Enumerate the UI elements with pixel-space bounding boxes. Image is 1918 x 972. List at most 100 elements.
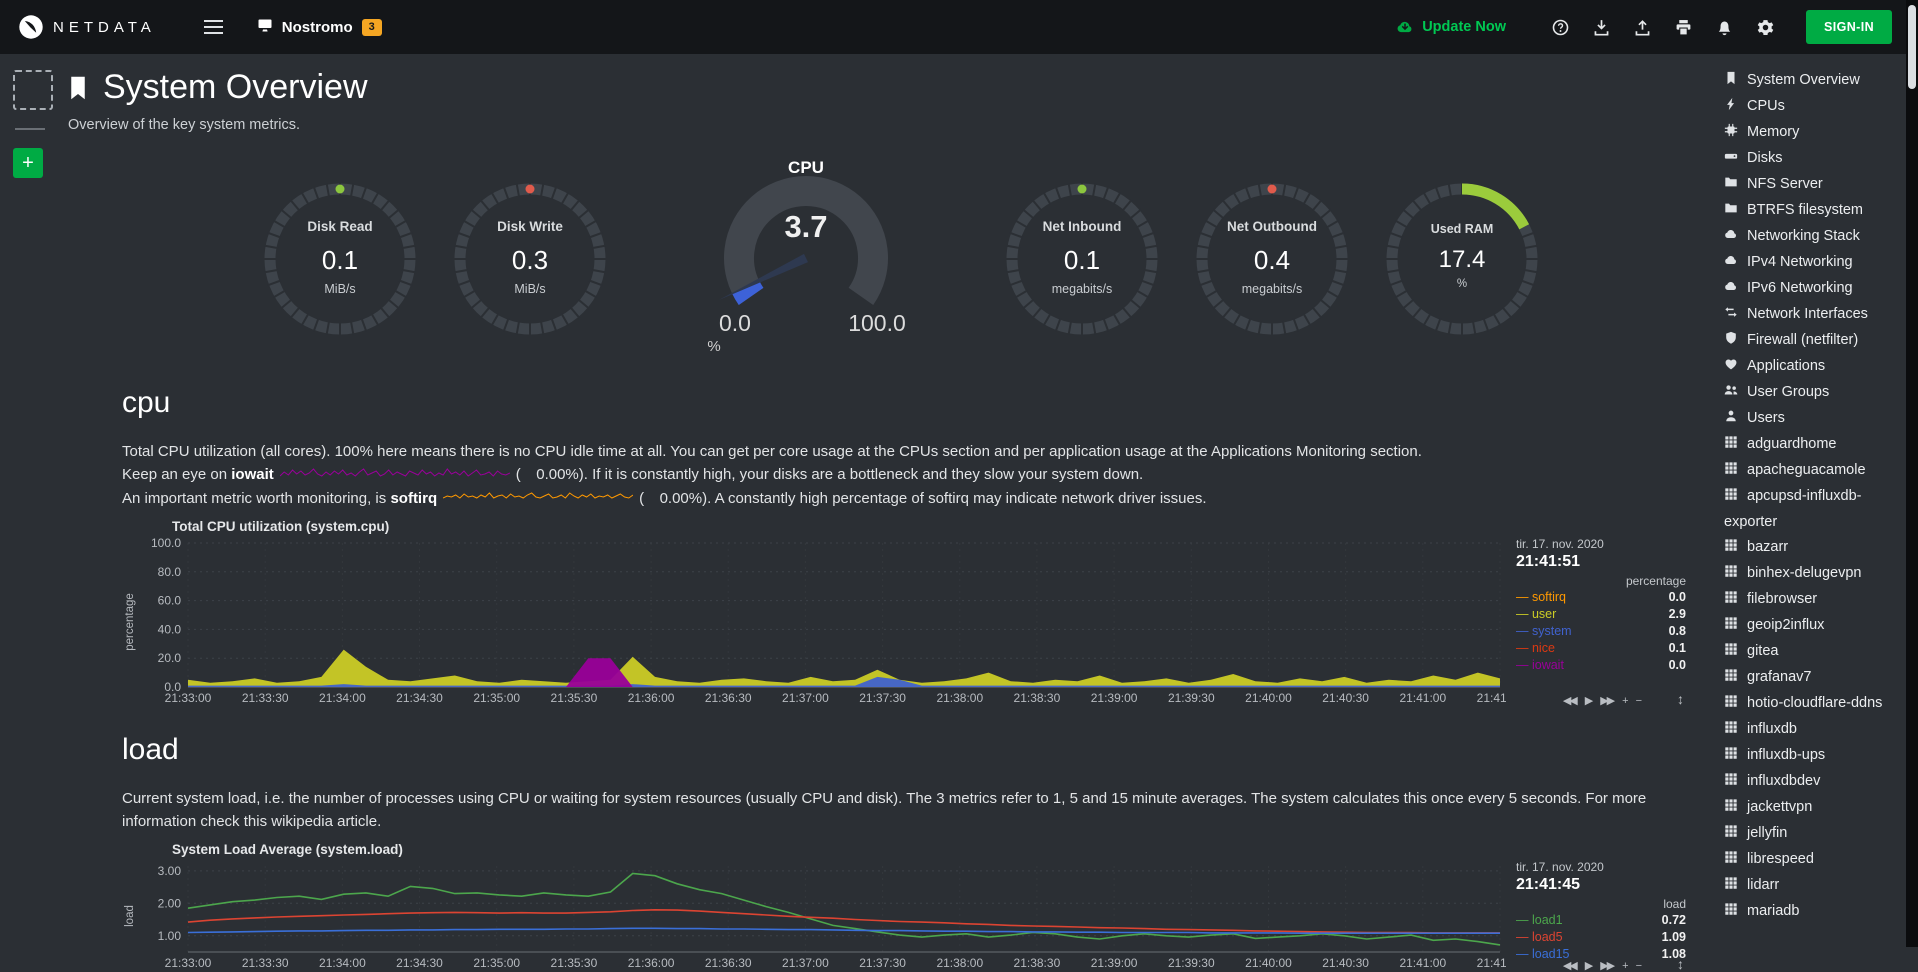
brand-text: NETDATA [53,18,156,36]
zoom-out-button[interactable]: − [1635,694,1643,707]
sidebar-item-mariadb[interactable]: mariadb [1724,899,1914,925]
upload-icon[interactable] [1634,19,1651,36]
legend-entry-system[interactable]: — system 0.8 [1516,624,1686,639]
sidebar-item-network-interfaces[interactable]: Network Interfaces [1724,302,1914,328]
sidebar-item-memory[interactable]: Memory [1724,120,1914,146]
sidebar-item-disks[interactable]: Disks [1724,146,1914,172]
chart-resize-handle[interactable]: ↕ [1677,691,1684,708]
sidebar-item-label: Network Interfaces [1747,306,1868,322]
sidebar-item-binhex-delugevpn[interactable]: binhex-delugevpn [1724,561,1914,587]
sidebar-item-filebrowser[interactable]: filebrowser [1724,587,1914,613]
legend-entry-load5[interactable]: — load5 1.09 [1516,930,1686,945]
sidebar-item-label: Firewall (netfilter) [1747,332,1859,348]
gauge-net-outbound[interactable]: Net Outbound 0.4 megabits/s [1184,175,1360,348]
add-button[interactable]: + [13,148,43,178]
highlight-select-tool[interactable] [13,70,53,110]
chart-resize-handle[interactable]: ↕ [1677,956,1684,972]
sidebar-item-jackettvpn[interactable]: jackettvpn [1724,795,1914,821]
sidebar-item-users[interactable]: Users [1724,406,1914,432]
sidebar-item-adguardhome[interactable]: adguardhome [1724,432,1914,458]
update-cloud-icon [1396,18,1414,36]
settings-icon[interactable] [1757,19,1774,36]
sidebar-item-apacheguacamole[interactable]: apacheguacamole [1724,458,1914,484]
bookmark-icon [1724,69,1739,94]
softirq-sparkline [442,487,634,510]
netdata-logo-icon[interactable] [18,14,44,40]
host-selector[interactable]: Nostromo 3 [257,17,382,37]
page-scrollbar[interactable] [1906,0,1918,947]
gauge-used-ram[interactable]: Used RAM 17.4% [1374,175,1550,348]
sidebar-item-nfs-server[interactable]: NFS Server [1724,172,1914,198]
sidebar-item-influxdb[interactable]: influxdb [1724,717,1914,743]
sidebar-item-gitea[interactable]: gitea [1724,639,1914,665]
pan-backward-button[interactable]: ◀◀ [1562,695,1578,708]
sidebar-item-applications[interactable]: Applications [1724,354,1914,380]
zoom-in-button[interactable]: + [1622,959,1629,972]
legend-units: load [1663,897,1686,912]
sidebar-item-hotio-cloudflare-ddns[interactable]: hotio-cloudflare-ddns [1724,691,1914,717]
svg-text:40.0: 40.0 [158,622,182,636]
grid-icon [1724,614,1739,639]
legend-entry-user[interactable]: — user 2.9 [1516,607,1686,622]
cpu-plot-area[interactable]: 21:33:00 21:33:30 21:34:00 21:34:30 21:35:00… [138,537,1506,707]
notifications-icon[interactable] [1716,19,1733,36]
play-button[interactable]: ▶ [1584,960,1594,972]
legend-entry-load1[interactable]: — load1 0.72 [1516,913,1686,928]
load-plot-area[interactable]: 21:33:00 21:33:30 21:34:00 21:34:30 21:35:00… [138,860,1506,972]
gauge-net-inbound[interactable]: Net Inbound 0.1 megabits/s [994,175,1170,348]
sidebar-item-bazarr[interactable]: bazarr [1724,535,1914,561]
sidebar-item-librespeed[interactable]: librespeed [1724,847,1914,873]
sidebar-item-label: NFS Server [1747,176,1823,192]
sidebar-item-networking-stack[interactable]: Networking Stack [1724,224,1914,250]
svg-text:21:33:30: 21:33:30 [242,691,289,705]
gauge-disk-read[interactable]: Disk Read 0.1 MiB/s [252,175,428,348]
svg-text:21:35:30: 21:35:30 [551,956,598,970]
iowait-value: 0.00% [536,466,579,483]
cpu-chart[interactable]: Total CPU utilization (system.cpu) perce… [122,518,1686,707]
chart-toolbox: ◀◀ ▶ ▶▶ + − [1562,959,1643,972]
svg-text:%: % [707,338,720,355]
sidebar-item-label: Users [1747,410,1785,426]
pan-forward-button[interactable]: ▶▶ [1600,960,1615,972]
sidebar-item-firewall-netfilter-[interactable]: Firewall (netfilter) [1724,328,1914,354]
sidebar-item-apcupsd-influxdb-exporter[interactable]: apcupsd-influxdb-exporter [1724,484,1914,535]
load-chart[interactable]: System Load Average (system.load) load 2… [122,841,1686,972]
print-icon[interactable] [1675,19,1692,36]
legend-entry-nice[interactable]: — nice 0.1 [1516,641,1686,656]
sidebar-item-influxdbdev[interactable]: influxdbdev [1724,769,1914,795]
sidebar-item-ipv4-networking[interactable]: IPv4 Networking [1724,250,1914,276]
sidebar-item-system-overview[interactable]: System Overview [1724,68,1914,94]
pan-backward-button[interactable]: ◀◀ [1562,960,1578,972]
chart-toolbox: ◀◀ ▶ ▶▶ + − [1562,694,1643,708]
svg-text:21:38:00: 21:38:00 [936,691,983,705]
play-button[interactable]: ▶ [1584,695,1594,708]
gauge-cpu[interactable]: CPU 3.7 0.0 100.0% [632,155,980,360]
sidebar-item-btrfs-filesystem[interactable]: BTRFS filesystem [1724,198,1914,224]
sidebar-item-user-groups[interactable]: User Groups [1724,380,1914,406]
sidebar-item-influxdb-ups[interactable]: influxdb-ups [1724,743,1914,769]
users-icon [1724,381,1739,406]
help-icon[interactable] [1552,19,1569,36]
gauge-disk-write[interactable]: Disk Write 0.3 MiB/s [442,175,618,348]
sidebar-item-ipv6-networking[interactable]: IPv6 Networking [1724,276,1914,302]
zoom-in-button[interactable]: + [1622,694,1629,707]
zoom-out-button[interactable]: − [1635,959,1643,972]
exchange-icon [1724,303,1739,328]
host-icon [257,17,273,37]
scrollbar-thumb[interactable] [1908,5,1916,89]
sidebar-item-grafanav7[interactable]: grafanav7 [1724,665,1914,691]
update-now-link[interactable]: Update Now [1396,18,1506,36]
sidebar-item-jellyfin[interactable]: jellyfin [1724,821,1914,847]
legend-entry-softirq[interactable]: — softirq 0.0 [1516,590,1686,605]
svg-text:Net Outbound: Net Outbound [1227,219,1317,234]
pan-forward-button[interactable]: ▶▶ [1600,695,1615,708]
sign-in-button[interactable]: SIGN-IN [1805,10,1892,44]
sidebar-item-lidarr[interactable]: lidarr [1724,873,1914,899]
svg-text:100.0: 100.0 [151,537,181,550]
legend-entry-iowait[interactable]: — iowait 0.0 [1516,658,1686,673]
sidebar-item-geoip2influx[interactable]: geoip2influx [1724,613,1914,639]
download-icon[interactable] [1593,19,1610,36]
alarm-count-badge[interactable]: 3 [361,18,382,36]
menu-toggle-button[interactable] [200,12,227,42]
sidebar-item-cpus[interactable]: CPUs [1724,94,1914,120]
